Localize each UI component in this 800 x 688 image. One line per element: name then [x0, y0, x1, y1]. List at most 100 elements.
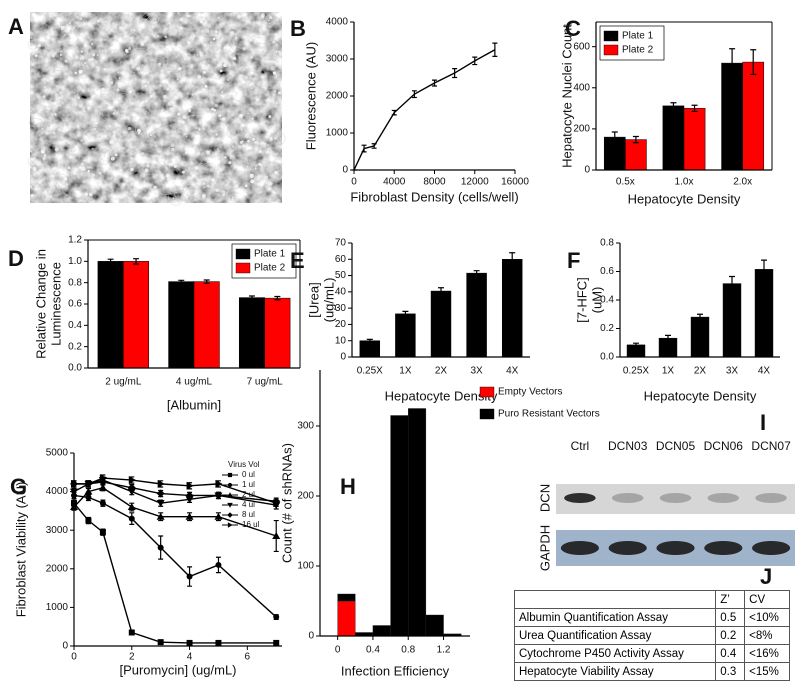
- cell-spot: [92, 53, 96, 57]
- marker: [273, 614, 280, 621]
- error-bar: [761, 259, 767, 280]
- cell-spot: [141, 64, 144, 66]
- x-axis-label: Fibroblast Density (cells/well): [350, 189, 518, 204]
- y-tick-label: 0.4: [68, 320, 82, 331]
- cell-spot: [42, 160, 45, 162]
- y-tick-label: 3000: [46, 525, 69, 536]
- cell-outline: [212, 17, 222, 28]
- cell-spot: [130, 157, 133, 160]
- cell-spot: [234, 91, 239, 96]
- marker: [227, 502, 233, 508]
- error-bar: [248, 295, 255, 300]
- cell-spot: [83, 193, 85, 195]
- legend-title: Virus Vol: [228, 460, 260, 469]
- cell-spot: [40, 149, 45, 154]
- cell-spot: [81, 82, 84, 85]
- cell-outline: [247, 80, 261, 96]
- cell-spot: [102, 27, 105, 30]
- cell-spot: [220, 64, 222, 66]
- y-axis-label: [Urea]: [306, 282, 321, 317]
- cell-outline: [106, 38, 121, 55]
- cell-spot: [230, 44, 233, 47]
- cell-spot: [41, 127, 44, 130]
- marker: [128, 629, 135, 636]
- legend-swatch: [603, 44, 619, 56]
- legend-label: 2 ul: [242, 490, 255, 499]
- lane-label: DCN03: [608, 439, 648, 453]
- marker: [128, 515, 135, 522]
- marker: [214, 491, 223, 500]
- marker: [85, 517, 92, 524]
- cell-outline: [237, 177, 248, 188]
- error-bar: [107, 258, 114, 265]
- cell-spot: [112, 134, 116, 138]
- cell-spot: [141, 79, 146, 84]
- cell-spot: [182, 115, 187, 120]
- cell-spot: [265, 150, 269, 154]
- legend-label: Puro Resistant Vectors: [498, 409, 600, 420]
- cell-spot: [91, 147, 94, 150]
- cell-spot: [48, 127, 51, 130]
- cell-spot: [125, 73, 129, 77]
- error-bar: [729, 275, 735, 292]
- cell-spot: [122, 82, 127, 86]
- cell-spot: [44, 20, 46, 23]
- marker: [272, 531, 281, 539]
- cell-spot: [272, 40, 276, 44]
- y-axis-label: Luminescence: [48, 262, 63, 346]
- cell-spot: [122, 71, 125, 74]
- cell-outline: [102, 105, 123, 122]
- cell-spot: [59, 92, 61, 95]
- cell: Albumin Quantification Assay: [513, 608, 717, 627]
- legend-label: Empty Vectors: [498, 387, 562, 398]
- error-bar: [391, 109, 397, 116]
- cell-outline: [194, 149, 209, 164]
- cell-spot: [211, 178, 216, 182]
- cell-spot: [255, 97, 260, 102]
- cell-spot: [90, 57, 94, 61]
- blot-band: [564, 493, 596, 503]
- cell-outline: [131, 47, 149, 56]
- y-tick-label: 0.2: [68, 341, 82, 352]
- cell-spot: [176, 44, 181, 49]
- cell-spot: [80, 139, 83, 142]
- cell-spot: [149, 134, 152, 137]
- y-axis-label: (uM): [589, 287, 604, 314]
- blot-band: [611, 493, 644, 503]
- cell-spot: [242, 47, 246, 51]
- x-tick-label: 0.5x: [616, 177, 635, 188]
- cell-spot: [149, 94, 153, 99]
- cell-spot: [232, 196, 234, 198]
- cell-outline: [162, 101, 173, 114]
- cell-outline: [272, 158, 283, 172]
- cell-spot: [49, 89, 52, 91]
- cell-spot: [134, 59, 138, 63]
- cell-outline: [256, 107, 277, 123]
- cell-outline: [100, 85, 117, 101]
- error-bar: [492, 42, 498, 58]
- cell-spot: [118, 195, 123, 199]
- legend-label: 0 ul: [242, 470, 255, 479]
- marker: [186, 481, 194, 490]
- cell-spot: [199, 120, 203, 125]
- cell-spot: [231, 46, 236, 51]
- cell-outline: [91, 156, 104, 167]
- cell-outline: [61, 32, 78, 48]
- cell-spot: [103, 67, 106, 71]
- cell-spot: [181, 190, 184, 193]
- cell-spot: [244, 134, 249, 139]
- cell-spot: [122, 182, 126, 186]
- x-tick-label: 4X: [758, 366, 771, 377]
- cell-spot: [133, 29, 136, 32]
- cell-spot: [275, 102, 278, 105]
- cell-spot: [154, 154, 157, 157]
- table-row: Hepatocyte Viability Assay 0.3 <15%: [513, 662, 790, 681]
- blot-band: [608, 541, 647, 555]
- error-bar: [633, 342, 639, 348]
- cell-spot: [256, 82, 259, 85]
- cell-spot: [187, 175, 191, 180]
- marker: [99, 500, 106, 507]
- cell-spot: [205, 65, 208, 68]
- bar: [466, 272, 487, 358]
- cell-spot: [65, 72, 68, 76]
